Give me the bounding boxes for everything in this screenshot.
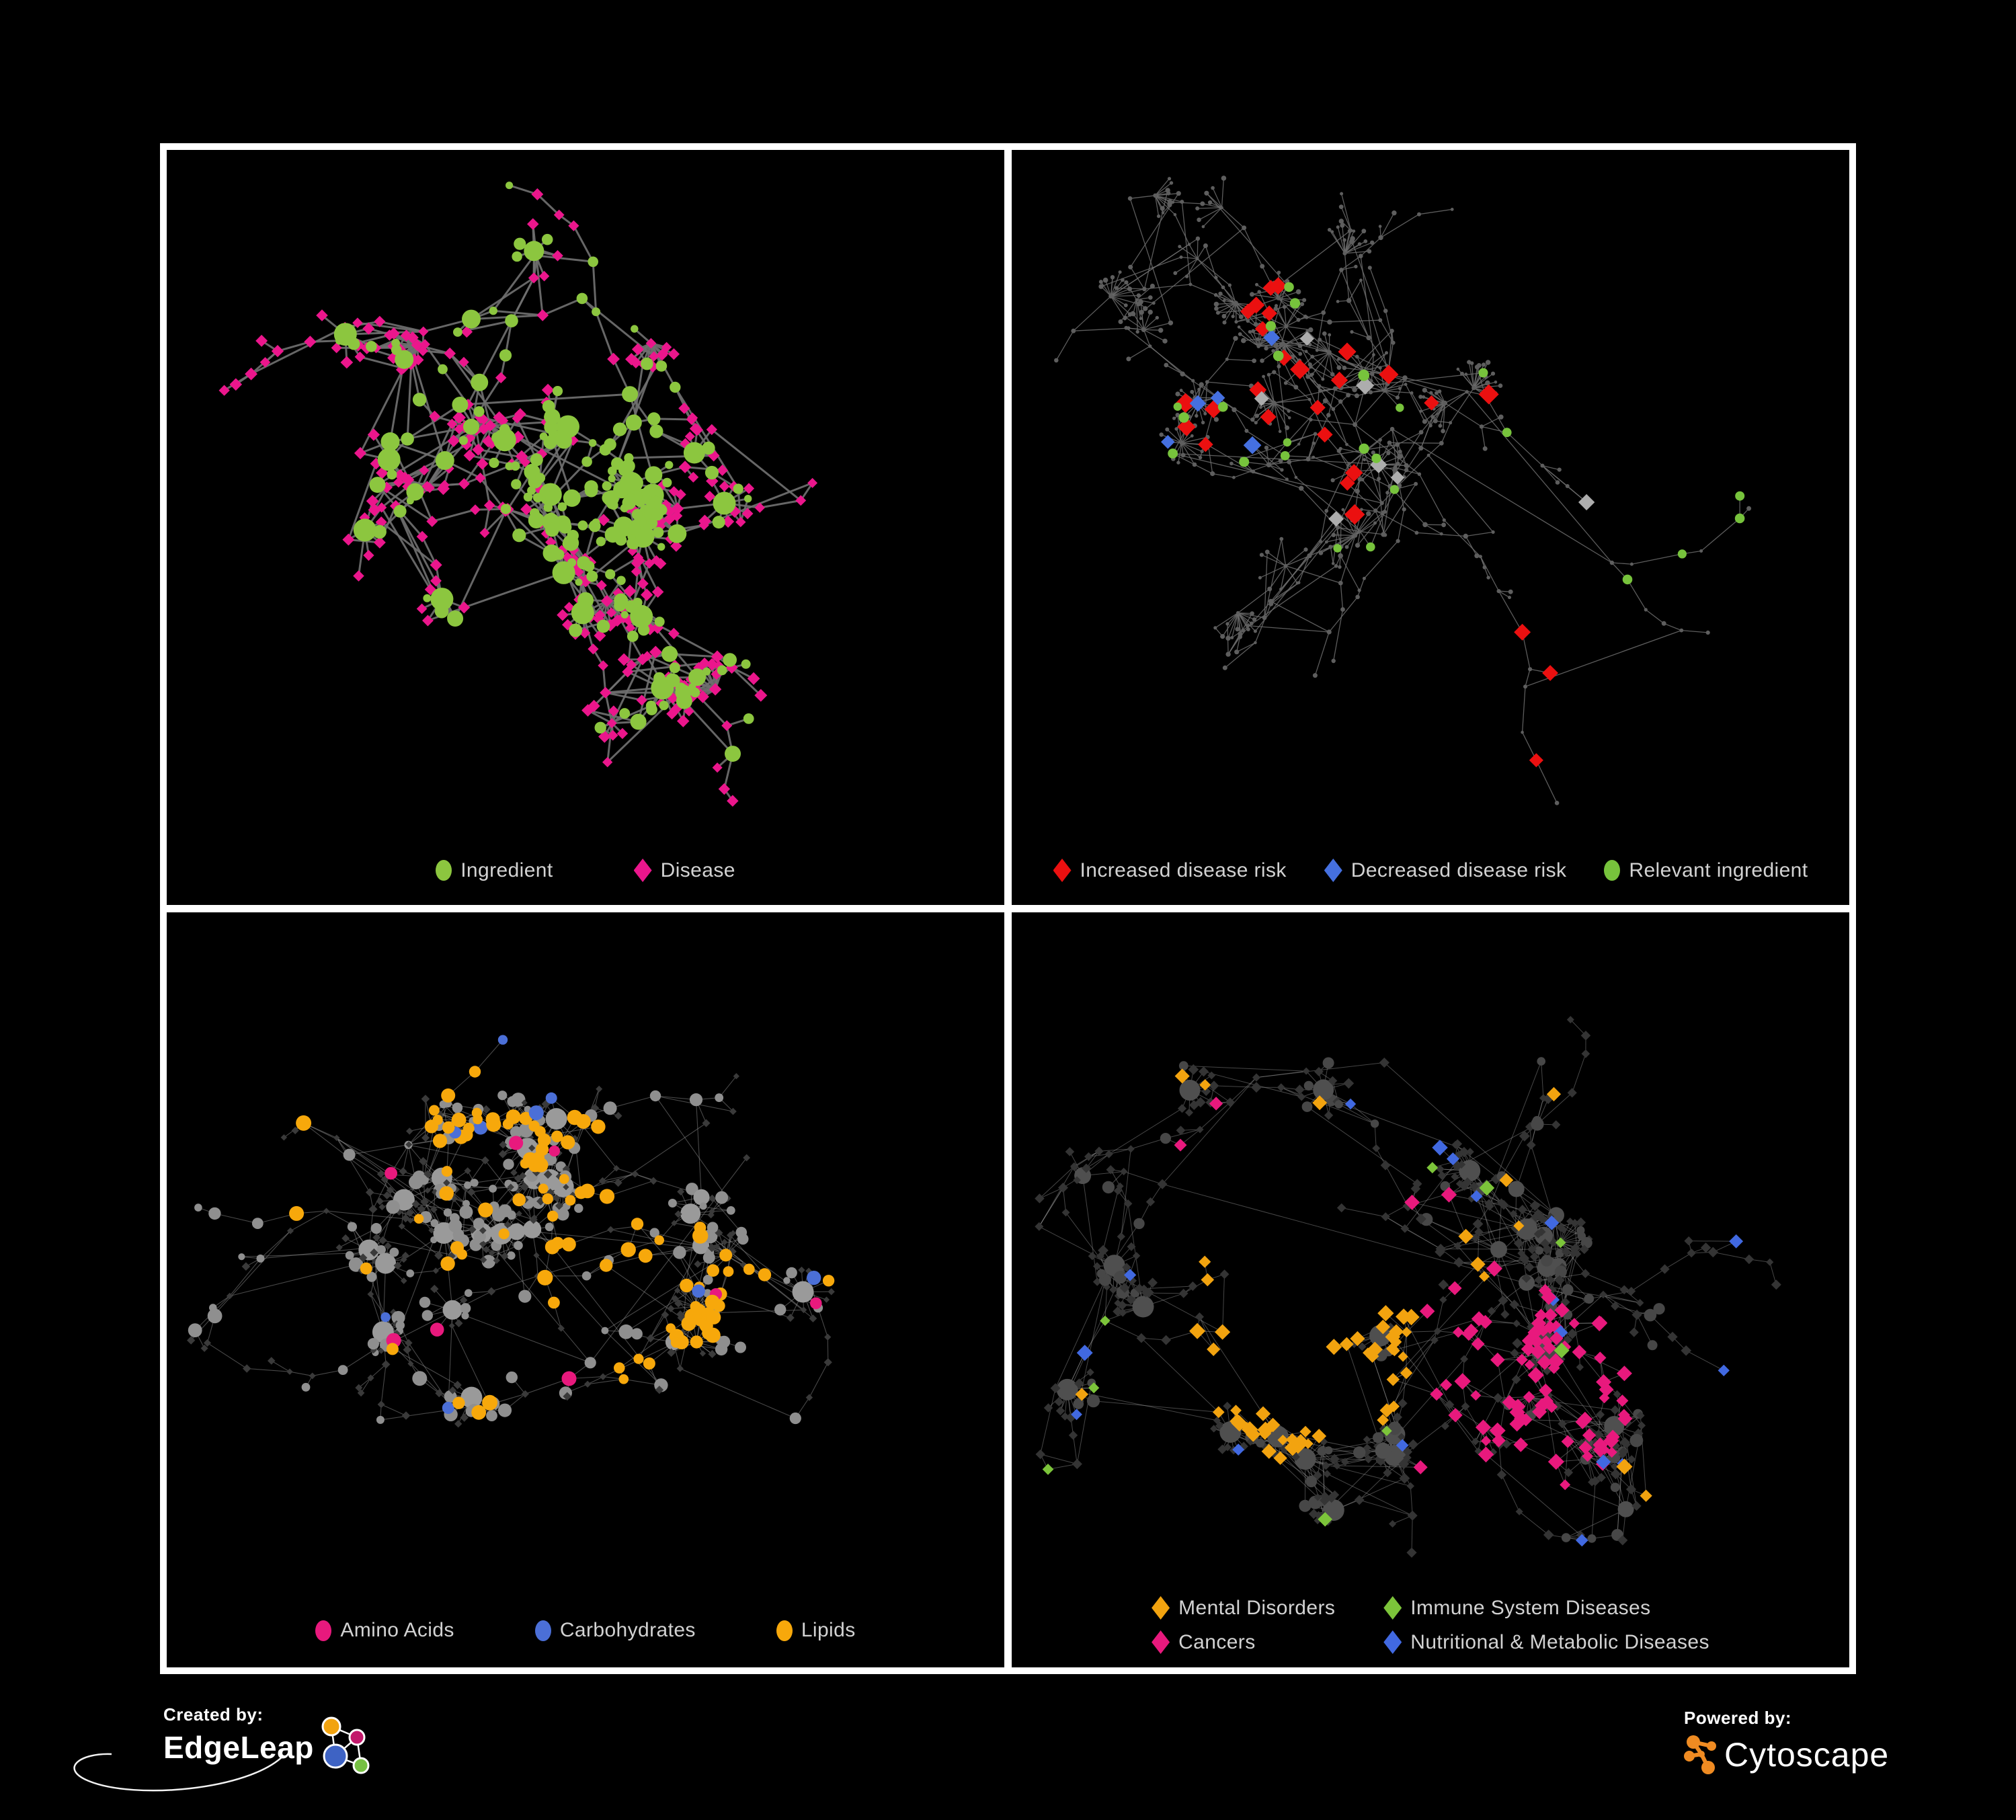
legend-label: Amino Acids: [340, 1619, 454, 1641]
legend-disease-risk: Increased disease risk Decreased disease…: [1012, 859, 1849, 882]
legend-item-carbohydrates: Carbohydrates: [534, 1619, 696, 1642]
legend-label: Mental Disorders: [1178, 1596, 1336, 1619]
carbohydrates-marker-icon: [534, 1620, 551, 1641]
edges-layer: [1039, 1019, 1777, 1553]
network-graph-compound-classes: [187, 1035, 835, 1428]
legend-item-nutritional-metabolic-diseases: Nutritional & Metabolic Diseases: [1383, 1630, 1709, 1654]
highlight-nodes-layer: [333, 182, 754, 762]
highlight-nodes-layer: [1042, 1068, 1744, 1547]
disease-marker-icon: [633, 859, 652, 882]
increased-risk-marker-icon: [1053, 859, 1072, 882]
legend-label: Disease: [660, 859, 735, 881]
panel-compound-classes: Amino Acids Carbohydrates Lipids: [167, 912, 1004, 1667]
network-graph-disease-classes: [1035, 1016, 1781, 1558]
mental-disorders-marker-icon: [1152, 1596, 1170, 1620]
legend-label: Increased disease risk: [1080, 859, 1287, 881]
legend-label: Carbohydrates: [559, 1619, 696, 1641]
relevant-ingredient-marker-icon: [1604, 860, 1621, 881]
legend-item-decreased-risk: Decreased disease risk: [1324, 859, 1567, 882]
created-by-block: Created by: EdgeLeap: [163, 1704, 384, 1783]
edges-layer: [1055, 177, 1750, 803]
legend-item-increased-risk: Increased disease risk: [1053, 859, 1287, 882]
legend-item-ingredient: Ingredient: [436, 859, 553, 882]
amino-acids-marker-icon: [315, 1620, 332, 1641]
lipids-marker-icon: [776, 1620, 793, 1641]
legend-item-lipids: Lipids: [776, 1619, 856, 1642]
legend-item-cancers: Cancers: [1152, 1630, 1335, 1654]
created-by-label: Created by:: [163, 1704, 264, 1725]
legend-label: Decreased disease risk: [1350, 859, 1567, 881]
legend-label: Lipids: [801, 1619, 856, 1641]
cytoscape-wordmark: Cytoscape: [1724, 1736, 1890, 1774]
powered-by-label: Powered by:: [1684, 1708, 1792, 1728]
nodes-layer: [1035, 1016, 1781, 1558]
panels-grid: Ingredient Disease Increased disease ris…: [160, 143, 1856, 1674]
legend-disease-classes: Mental Disorders Immune System Diseases …: [1012, 1596, 1849, 1654]
network-graph-ingredient-disease: [218, 182, 818, 807]
cancers-marker-icon: [1152, 1630, 1170, 1654]
powered-by-block: Powered by: Cytoscape: [1684, 1708, 1889, 1776]
legend-label: Nutritional & Metabolic Diseases: [1410, 1630, 1709, 1653]
legend-label: Cancers: [1178, 1630, 1256, 1653]
ingredient-marker-icon: [436, 860, 452, 881]
panel-ingredient-disease: Ingredient Disease: [167, 150, 1004, 905]
legend-label: Immune System Diseases: [1410, 1596, 1651, 1619]
legend-item-disease: Disease: [633, 859, 735, 882]
legend-item-mental-disorders: Mental Disorders: [1152, 1596, 1335, 1620]
decreased-risk-marker-icon: [1324, 859, 1342, 882]
edgeleap-logo-icon: [321, 1716, 370, 1774]
immune-system-diseases-marker-icon: [1383, 1596, 1402, 1620]
highlight-nodes-layer: [1161, 277, 1745, 768]
nutritional-metabolic-diseases-marker-icon: [1383, 1630, 1402, 1654]
legend-compound-classes: Amino Acids Carbohydrates Lipids: [167, 1619, 1004, 1642]
highlight-nodes-layer: [289, 1035, 835, 1420]
panel-disease-classes: Mental Disorders Immune System Diseases …: [1012, 912, 1849, 1667]
legend-item-relevant-ingredient: Relevant ingredient: [1604, 859, 1808, 882]
nodes-layer: [1054, 175, 1752, 805]
legend-ingredient-disease: Ingredient Disease: [167, 859, 1004, 882]
nodes-layer: [187, 1073, 835, 1428]
legend-label: Relevant ingredient: [1629, 859, 1808, 881]
legend-item-amino-acids: Amino Acids: [315, 1619, 454, 1642]
legend-item-immune-system-diseases: Immune System Diseases: [1383, 1596, 1709, 1620]
network-graph-disease-risk: [1054, 175, 1752, 805]
panel-disease-risk: Increased disease risk Decreased disease…: [1012, 150, 1849, 905]
edgeleap-wordmark: EdgeLeap: [163, 1730, 314, 1765]
legend-label: Ingredient: [460, 859, 553, 881]
cytoscape-logo-icon: [1684, 1735, 1716, 1774]
